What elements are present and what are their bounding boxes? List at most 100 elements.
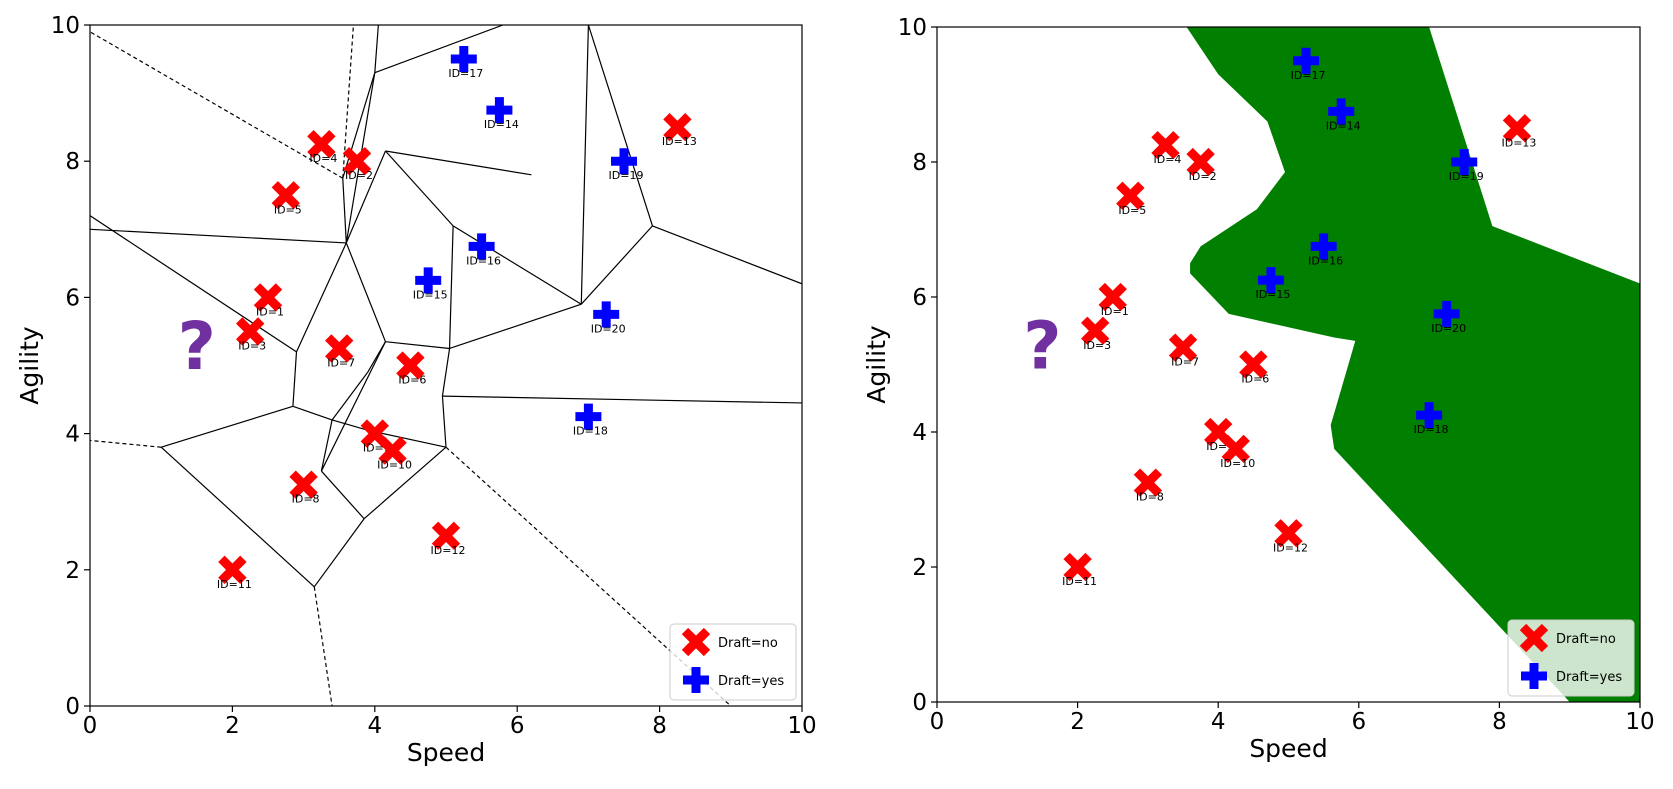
voronoi-edge: [90, 215, 297, 353]
voronoi-edge: [342, 72, 376, 179]
x-tick-label: 10: [787, 713, 816, 739]
point-id-label: ID=7: [327, 356, 355, 369]
draft-yes-point: [593, 301, 620, 328]
cross-stroke-b: [289, 470, 318, 499]
cross-stroke-b: [1151, 130, 1180, 160]
point-id-label: ID=15: [1255, 288, 1290, 301]
voronoi-edge: [363, 446, 447, 520]
cross-stroke-b: [1168, 333, 1198, 362]
draft-no-point: [253, 283, 283, 312]
voronoi-edge: [331, 419, 368, 431]
point-id-label: ID=13: [662, 135, 697, 148]
draft-no-point: [325, 334, 354, 363]
voronoi-edge: [385, 150, 454, 227]
point-id-label: ID=6: [1241, 373, 1269, 386]
voronoi-edge: [90, 228, 347, 244]
voronoi-edge: [374, 25, 504, 74]
point-id-label: ID=12: [1273, 541, 1308, 554]
y-tick-label: 6: [65, 285, 80, 311]
voronoi-edge: [580, 25, 589, 305]
point-id-label: ID=11: [217, 578, 252, 591]
legend-label: Draft=no: [718, 636, 778, 651]
point-id-label: ID=1: [1101, 305, 1129, 318]
point-id-label: ID=5: [274, 203, 302, 216]
voronoi-edge: [160, 446, 315, 588]
point-id-label: ID=3: [1083, 339, 1111, 352]
query-point-marker: ?: [178, 308, 216, 385]
decision-region-chart: 0 2 4 6 8 10 0 2 4 6 8 10 Speed Agility? ID=1 ID=2 ID=3 I…: [862, 15, 1655, 763]
cross-stroke-b: [236, 317, 265, 346]
voronoi-edge: [320, 341, 387, 472]
cross-stroke-b: [1080, 316, 1110, 345]
draft-yes-point: [1416, 402, 1443, 429]
point-id-label: ID=18: [1414, 423, 1449, 436]
point-id-label: ID=8: [292, 493, 320, 506]
cross-stroke-b: [360, 419, 389, 448]
voronoi-edge: [580, 225, 653, 305]
draft-yes-point: [450, 46, 477, 73]
draft-no-point: [1502, 114, 1532, 143]
voronoi-edges: [90, 25, 802, 706]
draft-yes-point: [611, 148, 637, 175]
legend-label: Draft=yes: [1556, 670, 1622, 685]
x-tick-label: 0: [930, 709, 945, 735]
cross-stroke-b: [325, 334, 354, 363]
voronoi-edge: [331, 371, 369, 421]
cross-stroke-b: [1133, 468, 1163, 497]
cross-stroke-b: [681, 627, 711, 657]
voronoi-edge: [320, 470, 365, 520]
y-tick-label: 0: [65, 694, 80, 720]
cross-stroke-b: [307, 129, 336, 159]
voronoi-edge: [442, 395, 802, 404]
x-tick-label: 8: [1492, 709, 1507, 735]
draft-no-point: [271, 181, 300, 210]
x-axis-label: Speed: [407, 738, 485, 767]
voronoi-edge: [292, 405, 333, 421]
voronoi-edge: [441, 348, 451, 397]
cross-stroke-b: [663, 112, 692, 142]
point-id-label: ID=13: [1502, 136, 1537, 149]
y-tick-label: 2: [65, 558, 80, 584]
voronoi-edge: [295, 242, 347, 353]
voronoi-edge: [342, 178, 347, 243]
y-tick-label: 2: [912, 555, 927, 581]
voronoi-edge: [292, 351, 298, 407]
draft-no-point: [218, 555, 247, 584]
point-id-label: ID=4: [309, 152, 337, 165]
axes-frame: [936, 26, 1641, 703]
point-id-label: ID=16: [1308, 254, 1343, 267]
voronoi-edge: [385, 341, 450, 350]
x-tick-label: 2: [225, 713, 240, 739]
point-id-label: ID=10: [1220, 457, 1255, 470]
point-id-label: ID=2: [345, 169, 373, 182]
voronoi-edge: [587, 25, 654, 227]
draft-no-point: [1098, 282, 1127, 312]
axes-frame: [89, 24, 803, 707]
point-id-label: ID=3: [238, 339, 266, 352]
x-tick-label: 10: [1625, 709, 1654, 735]
draft-no-point: [1274, 519, 1303, 548]
point-id-label: ID=20: [591, 322, 626, 335]
x-tick-label: 6: [510, 713, 525, 739]
legend-draft-no-marker: [681, 627, 711, 657]
x-tick-label: 4: [1211, 709, 1226, 735]
draft-yes-point: [1293, 47, 1320, 74]
draft-yes-point: [1328, 98, 1355, 125]
x-tick-label: 6: [1351, 709, 1366, 735]
cross-stroke-b: [1502, 114, 1532, 143]
point-id-label: ID=1: [256, 305, 284, 318]
cross-stroke-b: [1186, 147, 1215, 177]
voronoi-dashed-edge: [90, 439, 162, 448]
point-id-label: ID=4: [1154, 153, 1182, 166]
point-id-label: ID=20: [1431, 322, 1466, 335]
cross-stroke-b: [218, 555, 247, 584]
y-tick-label: 8: [65, 149, 80, 175]
legend-draft-no-marker: [1519, 623, 1549, 653]
draft-no-point: [396, 351, 425, 380]
draft-yes-point: [1257, 267, 1284, 294]
draft-no-point: [431, 521, 461, 550]
y-tick-label: 6: [912, 285, 927, 311]
cross-stroke-b: [1519, 623, 1549, 653]
voronoi-edge: [320, 419, 333, 472]
point-id-label: ID=5: [1118, 204, 1146, 217]
